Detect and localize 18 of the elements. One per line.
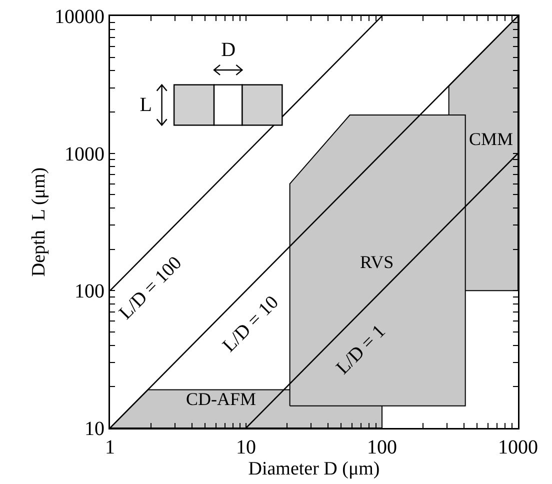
- annotation: D: [221, 39, 236, 62]
- series-label: CD-AFM: [186, 389, 256, 409]
- y-tick-label: 1000: [64, 143, 104, 166]
- x-tick-label: 1000: [498, 436, 538, 458]
- annotation: L/D = 10: [218, 292, 283, 356]
- x-axis-title: Diameter D (μm): [248, 458, 380, 480]
- x-tick-label: 1: [105, 436, 115, 458]
- y-tick-label: 100: [74, 280, 104, 303]
- annotation: L: [140, 94, 152, 116]
- legend-label: CMM: [469, 129, 514, 149]
- y-axis-title: Depth L (μm): [28, 167, 50, 277]
- x-tick-label: 100: [367, 436, 397, 458]
- annotation: L/D = 1: [332, 320, 390, 379]
- y-tick-label: 10000: [54, 6, 104, 28]
- y-tick-label: 10: [84, 418, 104, 440]
- annotation: L/D = 100: [115, 252, 186, 324]
- series-label: RVS: [360, 252, 394, 272]
- x-tick-label: 10: [236, 436, 256, 458]
